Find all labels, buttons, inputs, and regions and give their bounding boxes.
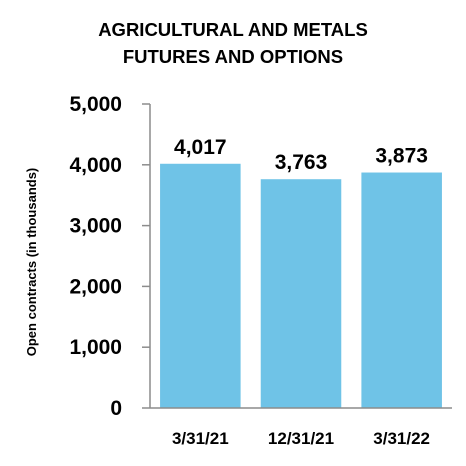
x-axis: 3/31/21 12/31/21 3/31/22	[150, 407, 452, 448]
bar	[160, 163, 241, 408]
chart-title-line-1: AGRICULTURAL AND METALS	[98, 19, 368, 40]
y-tick-label: 3,000	[69, 215, 122, 238]
bar	[361, 172, 442, 408]
y-tick-label: 0	[110, 397, 122, 420]
data-label: 4,017	[174, 136, 227, 159]
data-label: 3,763	[275, 151, 328, 174]
y-tick-label: 5,000	[69, 93, 122, 116]
x-tick-label: 12/31/21	[268, 429, 334, 448]
y-tick-label: 1,000	[69, 336, 122, 359]
chart-title-line-2: FUTURES AND OPTIONS	[123, 46, 343, 67]
y-axis: 0 1,000 2,000 3,000 4,000 5,000	[69, 93, 151, 420]
y-tick-label: 4,000	[69, 154, 122, 177]
x-tick-label: 3/31/21	[172, 429, 229, 448]
data-label: 3,873	[375, 145, 428, 168]
y-axis-label: Open contracts (in thousands)	[24, 168, 39, 357]
bar	[260, 179, 342, 408]
bars: 4,017 3,763 3,873	[160, 136, 442, 408]
x-tick-label: 3/31/22	[373, 429, 430, 448]
y-tick-label: 2,000	[69, 275, 122, 298]
